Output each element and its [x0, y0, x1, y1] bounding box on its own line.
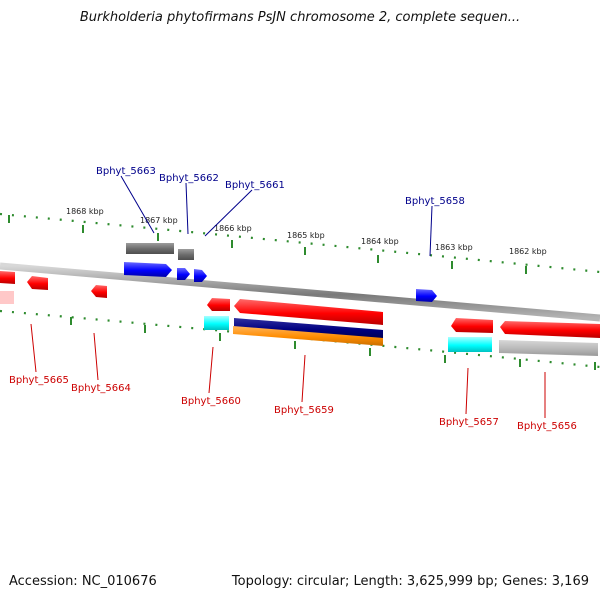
gene-label-bphyt-5663[interactable]: Bphyt_5663	[96, 166, 156, 177]
gene-arrow-reverse[interactable]	[207, 298, 230, 311]
scale-label-1866: 1866 kbp	[214, 224, 252, 233]
leader-line	[429, 205, 433, 257]
gene-feature-grey[interactable]	[178, 249, 194, 260]
gene-label-bphyt-5657[interactable]: Bphyt_5657	[439, 417, 499, 428]
scale-label-1865: 1865 kbp	[287, 231, 325, 240]
gene-feature-cyan[interactable]	[448, 337, 492, 352]
gene-feature-grey[interactable]	[126, 243, 174, 254]
gene-label-bphyt-5665[interactable]: Bphyt_5665	[9, 375, 69, 386]
gene-arrow-reverse[interactable]	[500, 321, 600, 338]
gene-label-bphyt-5658[interactable]: Bphyt_5658	[405, 196, 465, 207]
gene-arrow-reverse[interactable]	[234, 299, 383, 325]
gene-feature-orange[interactable]	[233, 326, 383, 346]
leader-line	[185, 182, 189, 235]
scale-label-1867: 1867 kbp	[140, 216, 178, 225]
gene-feature-lightgrey[interactable]	[499, 340, 598, 356]
gene-arrow-reverse[interactable]	[0, 271, 15, 284]
gene-arrow-forward[interactable]	[124, 262, 172, 277]
leader-line	[301, 354, 306, 403]
gene-arrow-forward[interactable]	[177, 268, 190, 280]
leader-line	[93, 332, 99, 381]
gene-label-bphyt-5656[interactable]: Bphyt_5656	[517, 421, 577, 432]
scale-label-1864: 1864 kbp	[361, 237, 399, 246]
gene-feature-pink[interactable]	[0, 291, 14, 304]
gene-arrow-reverse[interactable]	[27, 276, 48, 290]
leader-line	[208, 346, 214, 394]
leader-line	[465, 367, 469, 415]
leader-line	[30, 323, 37, 373]
scale-label-1868: 1868 kbp	[66, 207, 104, 216]
gene-label-bphyt-5661[interactable]: Bphyt_5661	[225, 180, 285, 191]
topology-text: Topology: circular; Length: 3,625,999 bp…	[231, 574, 589, 589]
gene-feature-cyan[interactable]	[204, 316, 229, 330]
gene-feature-navy[interactable]	[234, 318, 383, 339]
gene-label-bphyt-5662[interactable]: Bphyt_5662	[159, 173, 219, 184]
scale-label-1862: 1862 kbp	[509, 247, 547, 256]
leader-line	[204, 189, 253, 237]
gene-label-bphyt-5664[interactable]: Bphyt_5664	[71, 383, 131, 394]
gene-label-bphyt-5659[interactable]: Bphyt_5659	[274, 405, 334, 416]
gene-arrow-reverse[interactable]	[91, 285, 107, 298]
leader-line	[120, 175, 155, 234]
scale-ring-upper	[0, 212, 600, 274]
gene-arrow-reverse[interactable]	[451, 318, 493, 333]
scale-label-1863: 1863 kbp	[435, 243, 473, 252]
gene-label-bphyt-5660[interactable]: Bphyt_5660	[181, 396, 241, 407]
gene-arrow-forward[interactable]	[194, 269, 207, 282]
accession-text: Accession: NC_010676	[9, 574, 157, 589]
map-title: Burkholderia phytofirmans PsJN chromosom…	[79, 10, 521, 25]
gene-arrow-forward[interactable]	[416, 289, 437, 302]
chromosome-backbone	[0, 262, 600, 322]
